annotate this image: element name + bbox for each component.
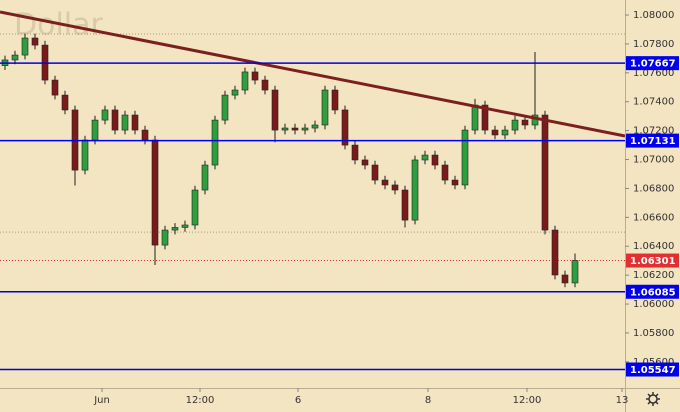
level-label-box	[626, 133, 679, 148]
y-tick-label: 1.05600	[633, 357, 674, 368]
candle-body	[461, 129, 469, 186]
current-price-label: 1.06301	[630, 256, 676, 267]
y-tick-label: 1.07600	[633, 68, 674, 79]
x-tick-label: 8	[425, 395, 431, 406]
level-label: 1.07667	[630, 59, 676, 70]
candle-body	[81, 139, 89, 171]
candle-body	[211, 119, 219, 166]
candle-body	[141, 129, 149, 141]
candle-body	[221, 94, 229, 121]
candle-body	[351, 144, 359, 161]
candle-body	[231, 89, 239, 96]
candle-body	[381, 179, 389, 186]
y-tick-label: 1.06200	[633, 270, 674, 281]
candle-body	[561, 274, 569, 284]
candle-body	[361, 159, 369, 166]
candle-body	[151, 139, 159, 246]
candle-body	[491, 129, 499, 136]
plot-area: Dollar	[0, 8, 626, 371]
candle-body	[111, 109, 119, 131]
candle-body	[501, 129, 509, 136]
candle-body	[291, 127, 299, 131]
candle-body	[61, 94, 69, 111]
candle-body	[281, 127, 289, 131]
candle-body	[31, 37, 39, 46]
candle-body	[551, 229, 559, 276]
candle-body	[421, 154, 429, 161]
candle-body	[171, 227, 179, 231]
level-label: 1.07131	[630, 136, 676, 147]
candle-body	[571, 260, 579, 284]
candle-body	[241, 71, 249, 91]
level-label-box	[626, 362, 679, 377]
candle-body	[541, 114, 549, 231]
y-tick-label: 1.07000	[633, 155, 674, 166]
y-tick-label: 1.06400	[633, 241, 674, 252]
candle-body	[251, 71, 259, 81]
candle-body	[331, 89, 339, 111]
y-tick-label: 1.07800	[633, 39, 674, 50]
candle-body	[271, 89, 279, 131]
candle-body	[521, 119, 529, 126]
x-tick-label: 6	[295, 395, 301, 406]
y-tick-label: 1.08000	[633, 10, 674, 21]
candle-body	[121, 114, 129, 131]
candle-body	[391, 184, 399, 191]
x-tick-label: 13	[616, 395, 629, 406]
candle-body	[131, 114, 139, 131]
x-tick-label: 12:00	[186, 395, 215, 406]
candle-body	[481, 104, 489, 131]
candle-body	[191, 189, 199, 226]
candle-body	[471, 104, 479, 131]
y-tick-label: 1.07400	[633, 97, 674, 108]
y-tick-label: 1.07200	[633, 126, 674, 137]
candle-body	[91, 119, 99, 141]
candle-body	[11, 54, 19, 61]
candle-body	[441, 164, 449, 181]
y-tick-label: 1.06800	[633, 183, 674, 194]
current-price-box	[626, 253, 679, 268]
settings-icon[interactable]	[646, 392, 660, 406]
candle-body	[51, 79, 59, 96]
candle-body	[371, 164, 379, 181]
x-tick-label: Jun	[93, 395, 110, 406]
candle-body	[311, 124, 319, 129]
candle-body	[341, 109, 349, 146]
y-tick-label: 1.06000	[633, 299, 674, 310]
candle-body	[201, 164, 209, 191]
trendline	[0, 10, 626, 138]
level-label-box	[626, 56, 679, 71]
candle-body	[301, 127, 309, 131]
candle-body	[321, 89, 329, 126]
candle-body	[411, 159, 419, 221]
candle-body	[181, 224, 189, 228]
level-label-box	[626, 284, 679, 299]
level-label: 1.05547	[630, 365, 676, 376]
candle-body	[401, 189, 409, 221]
level-label: 1.06085	[630, 287, 676, 298]
candle-body	[511, 119, 519, 131]
y-tick-label: 1.05800	[633, 328, 674, 339]
candle-body	[451, 179, 459, 186]
candle-body	[261, 79, 269, 91]
candle-body	[161, 229, 169, 246]
candle-body	[431, 154, 439, 166]
candle-body	[101, 109, 109, 121]
y-tick-label: 1.06600	[633, 212, 674, 223]
x-tick-label: 12:00	[513, 395, 542, 406]
candle-body	[21, 37, 29, 56]
